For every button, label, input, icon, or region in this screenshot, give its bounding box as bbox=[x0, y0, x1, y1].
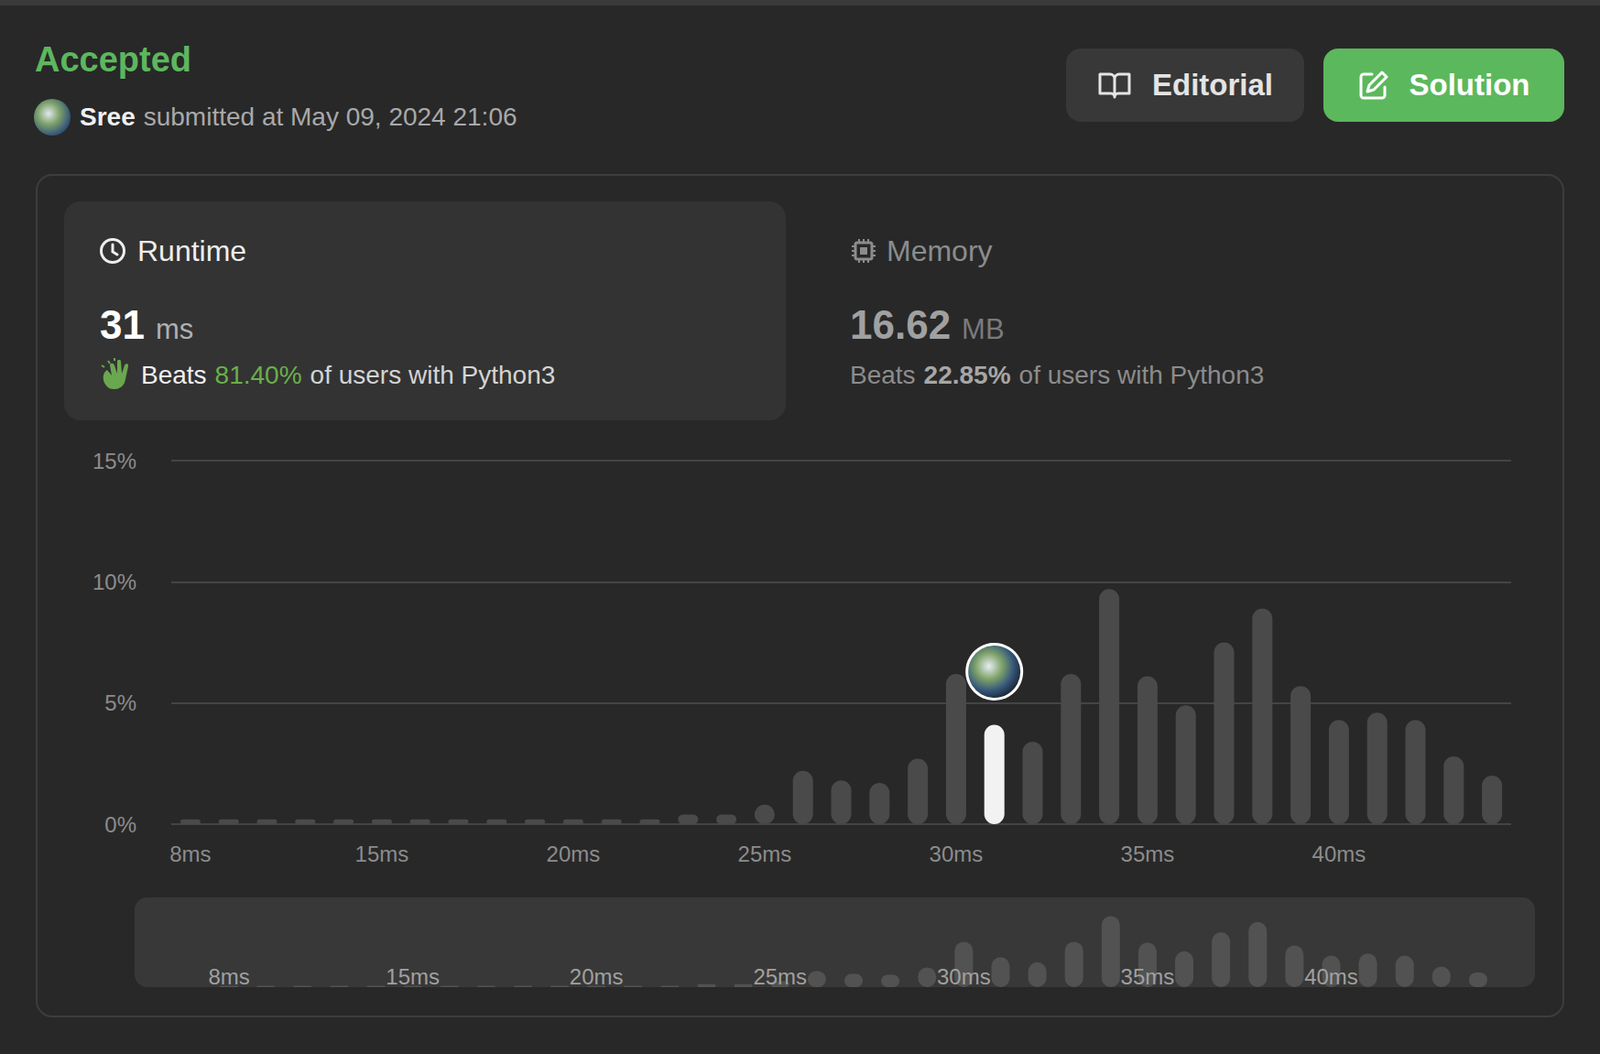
svg-text:8ms: 8ms bbox=[207, 964, 250, 990]
svg-text:0%: 0% bbox=[104, 812, 137, 838]
svg-text:8ms: 8ms bbox=[169, 841, 211, 867]
html-text:Solution: Solution bbox=[1409, 67, 1530, 102]
html-text:Editorial: Editorial bbox=[1152, 67, 1274, 102]
svg-text:30ms: 30ms bbox=[936, 964, 991, 990]
svg-text:10%: 10% bbox=[92, 569, 137, 595]
html-text:Sree submitted at May 09, 2024: Sree submitted at May 09, 2024 21:06 bbox=[79, 102, 518, 131]
svg-text:20ms: 20ms bbox=[569, 964, 624, 990]
svg-text:30ms: 30ms bbox=[929, 841, 984, 867]
svg-text:35ms: 35ms bbox=[1121, 964, 1176, 990]
html-text:16.62 MB: 16.62 MB bbox=[849, 302, 1005, 348]
html-text:Beats 22.85% of users with Pyt: Beats 22.85% of users with Python3 bbox=[849, 360, 1265, 390]
html-text:Accepted: Accepted bbox=[34, 40, 192, 79]
html-text:Runtime: Runtime bbox=[137, 234, 247, 268]
html-text:Beats 81.40% of users with Pyt: Beats 81.40% of users with Python3 bbox=[141, 360, 556, 390]
svg-text:5%: 5% bbox=[104, 690, 137, 716]
svg-text:15%: 15% bbox=[92, 448, 137, 474]
svg-text:25ms: 25ms bbox=[738, 841, 793, 867]
svg-text:20ms: 20ms bbox=[546, 841, 601, 867]
html-text:31 ms: 31 ms bbox=[99, 302, 194, 348]
html-text:Memory: Memory bbox=[886, 234, 993, 268]
svg-text:15ms: 15ms bbox=[355, 841, 410, 867]
svg-text:40ms: 40ms bbox=[1312, 841, 1367, 867]
svg-text:15ms: 15ms bbox=[385, 964, 440, 990]
svg-text:40ms: 40ms bbox=[1304, 964, 1359, 990]
svg-text:35ms: 35ms bbox=[1121, 841, 1176, 867]
svg-text:25ms: 25ms bbox=[752, 964, 807, 990]
